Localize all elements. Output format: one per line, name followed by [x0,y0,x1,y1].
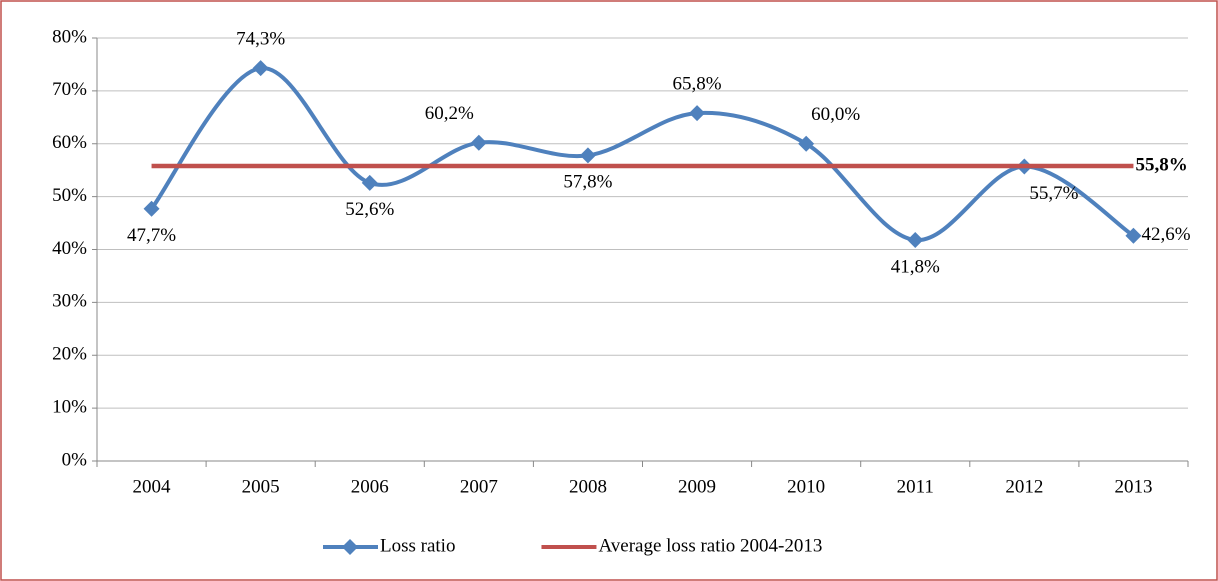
data-label: 41,8% [891,256,940,277]
y-tick-label: 50% [52,185,87,206]
y-tick-label: 30% [52,291,87,312]
data-label: 57,8% [563,172,612,193]
data-label: 60,2% [425,103,474,124]
marker [907,231,924,248]
data-label: 60,0% [811,104,860,125]
data-label: 55,7% [1029,183,1078,204]
data-label: 47,7% [127,225,176,246]
series-line [149,66,1135,242]
legend-marker [342,539,358,555]
marker [361,174,378,191]
y-tick-label: 20% [52,344,87,365]
x-tick-label: 2006 [351,476,389,497]
data-label: 52,6% [345,199,394,220]
x-tick-label: 2008 [569,476,607,497]
y-tick-label: 60% [52,132,87,153]
y-tick-label: 0% [62,449,88,470]
y-tick-label: 80% [52,26,87,47]
x-tick-label: 2010 [787,476,825,497]
marker [143,200,160,217]
data-label: 55,8% [1135,154,1187,175]
marker [252,60,269,77]
y-tick-label: 10% [52,396,87,417]
x-tick-label: 2007 [460,476,498,497]
x-tick-label: 2011 [897,476,934,497]
y-tick-label: 40% [52,238,87,259]
marker [798,135,815,152]
y-tick-label: 70% [52,79,87,100]
x-tick-label: 2005 [242,476,280,497]
data-label: 42,6% [1141,224,1190,245]
marker [579,147,596,164]
x-tick-label: 2012 [1005,476,1043,497]
marker [470,134,487,151]
data-label: 65,8% [673,73,722,94]
marker [689,105,706,122]
data-label: 74,3% [236,28,285,49]
legend-label: Average loss ratio 2004-2013 [598,535,822,556]
legend-label: Loss ratio [380,535,455,556]
x-tick-label: 2009 [678,476,716,497]
x-tick-label: 2004 [133,476,172,497]
x-tick-label: 2013 [1114,476,1152,497]
marker [1125,227,1142,244]
